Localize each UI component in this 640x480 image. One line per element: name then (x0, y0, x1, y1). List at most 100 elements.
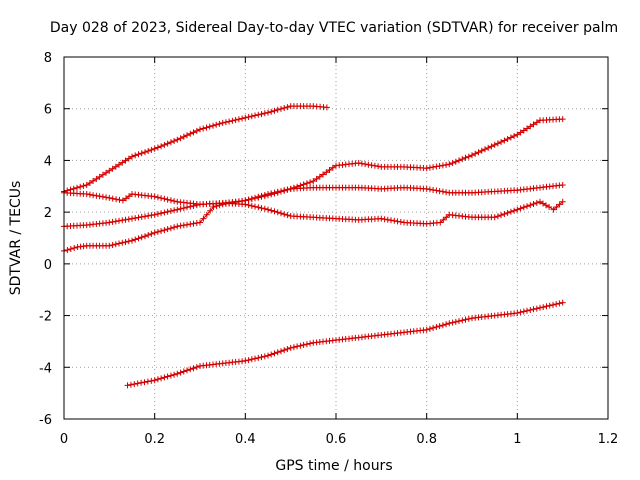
data-point (533, 119, 540, 126)
data-point (119, 197, 126, 204)
data-point (245, 114, 252, 120)
data-point (187, 130, 194, 137)
data-point (313, 175, 320, 182)
data-point (472, 150, 479, 157)
data-point (113, 196, 120, 203)
data-point (459, 156, 466, 163)
data-point (268, 191, 275, 198)
data-point (439, 322, 446, 329)
data-point (491, 141, 498, 148)
data-point (252, 355, 258, 362)
data-point (226, 200, 233, 207)
data-point (550, 206, 557, 213)
data-point (187, 203, 194, 210)
data-point (443, 161, 450, 168)
data-point (86, 191, 93, 198)
data-point (132, 152, 139, 159)
data-point (255, 111, 262, 118)
data-point (135, 151, 142, 158)
data-point (222, 119, 229, 126)
data-point (355, 160, 362, 166)
data-point (248, 113, 255, 120)
y-tick-label: -6 (39, 413, 52, 428)
data-point (167, 208, 174, 214)
data-point (517, 309, 524, 316)
data-point (271, 208, 278, 215)
data-point (524, 307, 530, 314)
data-point (252, 112, 258, 119)
data-point (507, 134, 514, 141)
data-point (213, 121, 220, 128)
data-point (158, 375, 165, 382)
data-point (67, 246, 74, 252)
data-point (443, 321, 450, 328)
data-point (482, 146, 488, 153)
data-point (125, 155, 132, 162)
data-point (184, 132, 190, 139)
data-point (239, 198, 246, 205)
data-point (488, 143, 495, 150)
data-point (83, 191, 90, 197)
x-tick-label: 0.4 (235, 432, 256, 447)
x-tick-label: 0.6 (326, 432, 347, 447)
data-point (216, 202, 223, 209)
data-point (116, 161, 122, 168)
data-point (507, 208, 514, 215)
data-point (284, 104, 291, 111)
data-point (135, 214, 142, 221)
data-point (362, 161, 369, 168)
data-point (501, 211, 508, 217)
data-point (164, 373, 171, 380)
data-point (103, 169, 110, 176)
data-point (255, 204, 262, 211)
x-tick-label: 0.8 (416, 432, 437, 447)
data-point (151, 229, 158, 236)
data-point (161, 195, 168, 202)
data-point (462, 316, 469, 323)
data-point (530, 201, 537, 207)
data-point (524, 203, 530, 210)
y-tick-label: -2 (39, 310, 52, 325)
data-point (514, 310, 521, 316)
data-point (498, 212, 505, 219)
data-point (74, 184, 80, 191)
data-point (504, 209, 511, 216)
data-point (190, 220, 197, 227)
data-point (265, 192, 271, 199)
series-line (63, 105, 327, 192)
data-point (197, 126, 203, 133)
data-point (261, 193, 268, 200)
data-point (200, 125, 207, 132)
data-point (514, 131, 521, 138)
data-point (174, 223, 181, 230)
data-point (261, 205, 268, 212)
data-point (261, 110, 268, 117)
data-point (99, 171, 106, 178)
data-point (109, 242, 116, 248)
data-point (423, 326, 430, 333)
axis-tick-labels: 0 0.2 0.4 0.6 0.8 1 1.2 -6 -4 -2 0 2 4 6 8 (39, 51, 618, 447)
data-point (274, 106, 281, 113)
data-point (148, 377, 155, 384)
data-point (210, 204, 217, 210)
data-point (200, 215, 207, 222)
x-tick-label: 1 (513, 432, 521, 447)
data-point (180, 205, 187, 212)
data-point (161, 141, 168, 148)
data-point (465, 315, 472, 322)
data-point (235, 116, 242, 123)
data-point (161, 374, 168, 381)
data-point (219, 201, 226, 208)
data-point (278, 210, 284, 217)
data-point (239, 115, 246, 122)
data-point (242, 197, 249, 204)
data-point (281, 105, 288, 111)
data-point (530, 306, 537, 313)
data-point (80, 182, 87, 189)
data-point (559, 299, 566, 306)
data-point (77, 183, 84, 190)
data-point (125, 216, 132, 223)
data-point (174, 206, 181, 213)
data-point (514, 206, 521, 213)
chart-title: Day 028 of 2023, Sidereal Day-to-day VTE… (50, 20, 618, 36)
